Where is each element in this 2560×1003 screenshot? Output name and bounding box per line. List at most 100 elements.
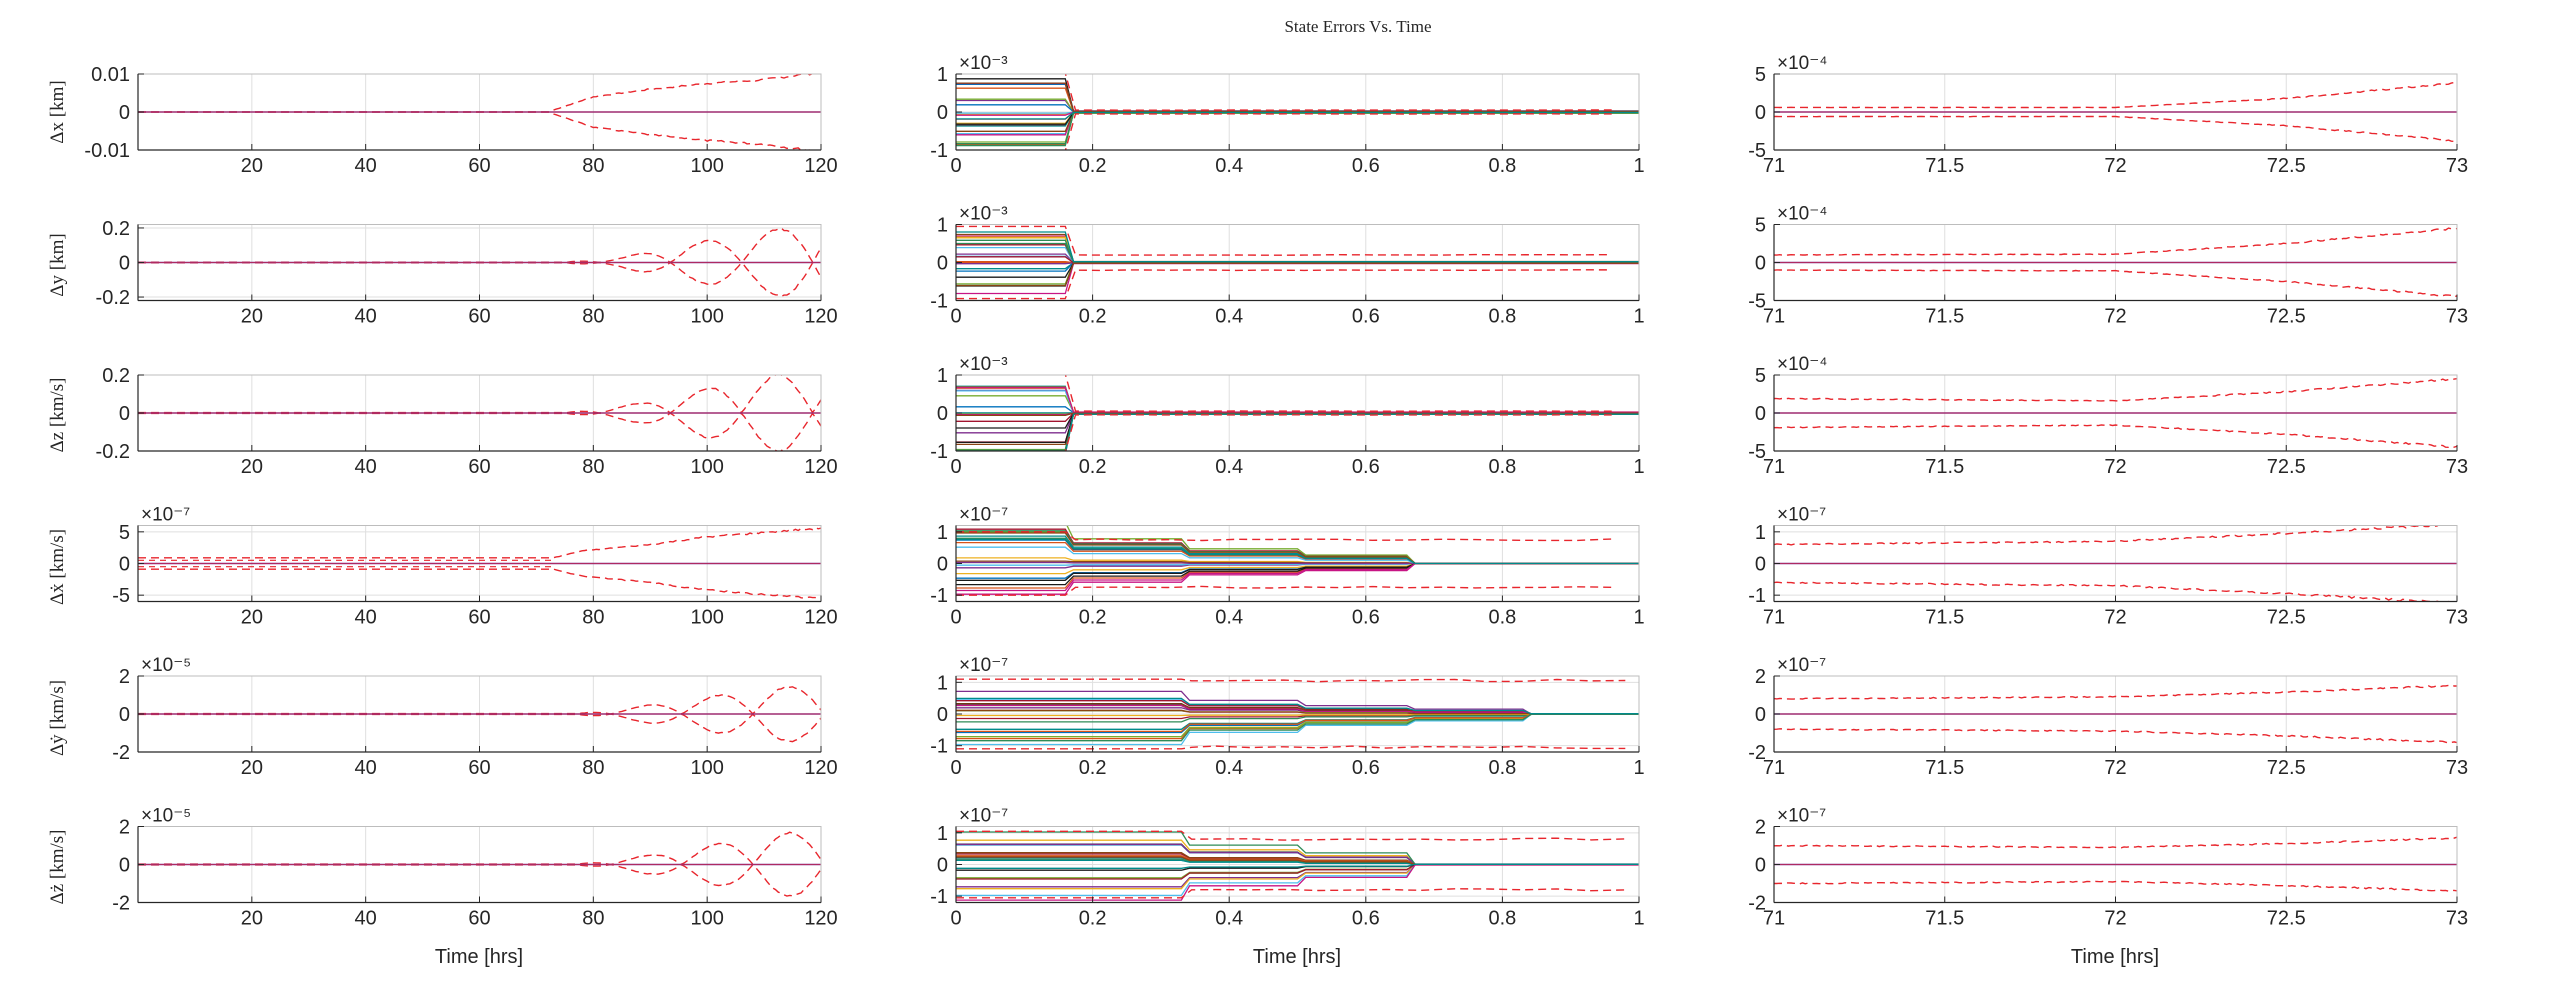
x-tick-label: 80 xyxy=(582,908,604,930)
x-tick-label: 72 xyxy=(2104,306,2126,328)
plot-area xyxy=(138,526,821,599)
x-tick-label: 1 xyxy=(1633,607,1644,629)
y-tick-label: 2 xyxy=(1755,666,1766,688)
x-tick-label: 72.5 xyxy=(2267,155,2306,177)
x-tick-label: 60 xyxy=(468,155,490,177)
y-tick-label: 5 xyxy=(1755,64,1766,86)
plot-area xyxy=(1774,81,2457,143)
exponent-label: ×10⁻⁷ xyxy=(1777,655,1826,676)
x-tick-label: 72.5 xyxy=(2267,757,2306,779)
sigma-bound xyxy=(1774,525,2448,546)
y-tick-label: -1 xyxy=(1748,585,1766,607)
error-trace xyxy=(956,562,1639,592)
sigma-bound xyxy=(1774,115,2457,143)
subplot-c-0-2: 71 71.5 72 72.5 73 -5 0 5 ×10⁻⁴ xyxy=(1748,53,2468,177)
x-tick-label: 120 xyxy=(804,306,837,328)
x-tick-label: 0.4 xyxy=(1215,155,1243,177)
y-tick-label: 1 xyxy=(1755,522,1766,544)
y-tick-label: 0 xyxy=(937,253,948,275)
x-tick-label: 71 xyxy=(1763,456,1785,478)
x-tick-label: 60 xyxy=(468,757,490,779)
y-tick-label: 0 xyxy=(119,855,130,877)
y-tick-label: 0.2 xyxy=(102,218,130,240)
x-tick-label: 0 xyxy=(950,155,961,177)
exponent-label: ×10⁻⁵ xyxy=(141,655,191,676)
subplot-c-2-0: 20 40 60 80 100 120 -0.2 0 0.2 xyxy=(96,365,838,478)
exponent-label: ×10⁻⁷ xyxy=(959,806,1008,827)
x-tick-label: 20 xyxy=(241,607,263,629)
sigma-bound xyxy=(956,888,1626,899)
error-trace xyxy=(1065,413,1639,451)
sigma-bound xyxy=(1064,414,1612,451)
x-tick-label: 73 xyxy=(2446,908,2468,930)
x-tick-label: 0.2 xyxy=(1079,155,1107,177)
y-tick-label: 0 xyxy=(1755,102,1766,124)
subplot-c-5-2: 71 71.5 72 72.5 73 -2 0 2 ×10⁻⁷ xyxy=(1748,806,2468,930)
subplot-c-3-2: 71 71.5 72 72.5 73 -1 0 1 ×10⁻⁷ xyxy=(1748,505,2468,629)
sigma-bound xyxy=(138,526,821,559)
x-tick-label: 80 xyxy=(582,757,604,779)
x-tick-label: 100 xyxy=(690,607,723,629)
x-tick-label: 72 xyxy=(2104,908,2126,930)
exponent-label: ×10⁻⁴ xyxy=(1777,53,1827,74)
subplot-c-4-2: 71 71.5 72 72.5 73 -2 0 2 ×10⁻⁷ xyxy=(1748,655,2468,779)
y-tick-label: 0 xyxy=(937,554,948,576)
x-tick-label: 100 xyxy=(690,908,723,930)
plot-area xyxy=(956,375,1639,451)
x-tick-label: 0.2 xyxy=(1079,456,1107,478)
y-tick-label: 0 xyxy=(1755,855,1766,877)
x-tick-label: 0 xyxy=(950,456,961,478)
x-tick-label: 0.6 xyxy=(1352,607,1380,629)
y-tick-label: 0 xyxy=(937,704,948,726)
x-tick-label: 73 xyxy=(2446,456,2468,478)
exponent-label: ×10⁻⁷ xyxy=(1777,505,1826,526)
y-tick-label: 0.01 xyxy=(91,64,130,86)
sigma-bound xyxy=(1774,424,2457,449)
plot-area xyxy=(138,831,821,897)
sigma-bound xyxy=(956,225,1612,256)
x-tick-label: 0.8 xyxy=(1488,908,1516,930)
x-tick-label: 0.4 xyxy=(1215,607,1243,629)
plot-area xyxy=(1774,525,2457,602)
error-trace xyxy=(956,412,1639,434)
x-tick-label: 0.8 xyxy=(1488,306,1516,328)
y-tick-label: 1 xyxy=(937,522,948,544)
y-tick-label: -2 xyxy=(1748,893,1766,915)
y-tick-label: -0.2 xyxy=(96,441,130,463)
x-tick-label: 0.2 xyxy=(1079,908,1107,930)
y-tick-label: -5 xyxy=(1748,291,1766,313)
x-tick-label: 20 xyxy=(241,306,263,328)
x-tick-label: 71 xyxy=(1763,306,1785,328)
x-tick-label: 0.4 xyxy=(1215,757,1243,779)
x-tick-label: 71 xyxy=(1763,607,1785,629)
y-tick-label: 2 xyxy=(1755,817,1766,839)
x-tick-label: 40 xyxy=(355,607,377,629)
y-tick-label: 0 xyxy=(119,403,130,425)
error-trace xyxy=(956,82,1639,113)
ylabel-dy: Δy [km] xyxy=(47,233,68,296)
y-tick-label: -2 xyxy=(1748,742,1766,764)
x-tick-label: 72 xyxy=(2104,607,2126,629)
y-tick-label: -5 xyxy=(1748,140,1766,162)
x-tick-label: 72.5 xyxy=(2267,456,2306,478)
sigma-bound xyxy=(1774,880,2457,892)
x-tick-label: 20 xyxy=(241,155,263,177)
x-tick-label: 72 xyxy=(2104,155,2126,177)
y-tick-label: -5 xyxy=(112,585,130,607)
x-tick-label: 71.5 xyxy=(1925,757,1964,779)
exponent-label: ×10⁻⁷ xyxy=(1777,806,1826,827)
y-tick-label: -0.2 xyxy=(96,287,130,309)
x-tick-label: 100 xyxy=(690,155,723,177)
error-trace xyxy=(956,262,1639,287)
plot-area xyxy=(956,225,1639,300)
x-tick-label: 71 xyxy=(1763,908,1785,930)
x-tick-label: 20 xyxy=(241,757,263,779)
x-tick-label: 40 xyxy=(355,757,377,779)
y-tick-label: 0 xyxy=(1755,554,1766,576)
sigma-bound xyxy=(956,531,1612,542)
error-trace xyxy=(956,112,1639,145)
x-tick-label: 0 xyxy=(950,306,961,328)
x-tick-label: 100 xyxy=(690,456,723,478)
error-trace xyxy=(956,864,1639,901)
